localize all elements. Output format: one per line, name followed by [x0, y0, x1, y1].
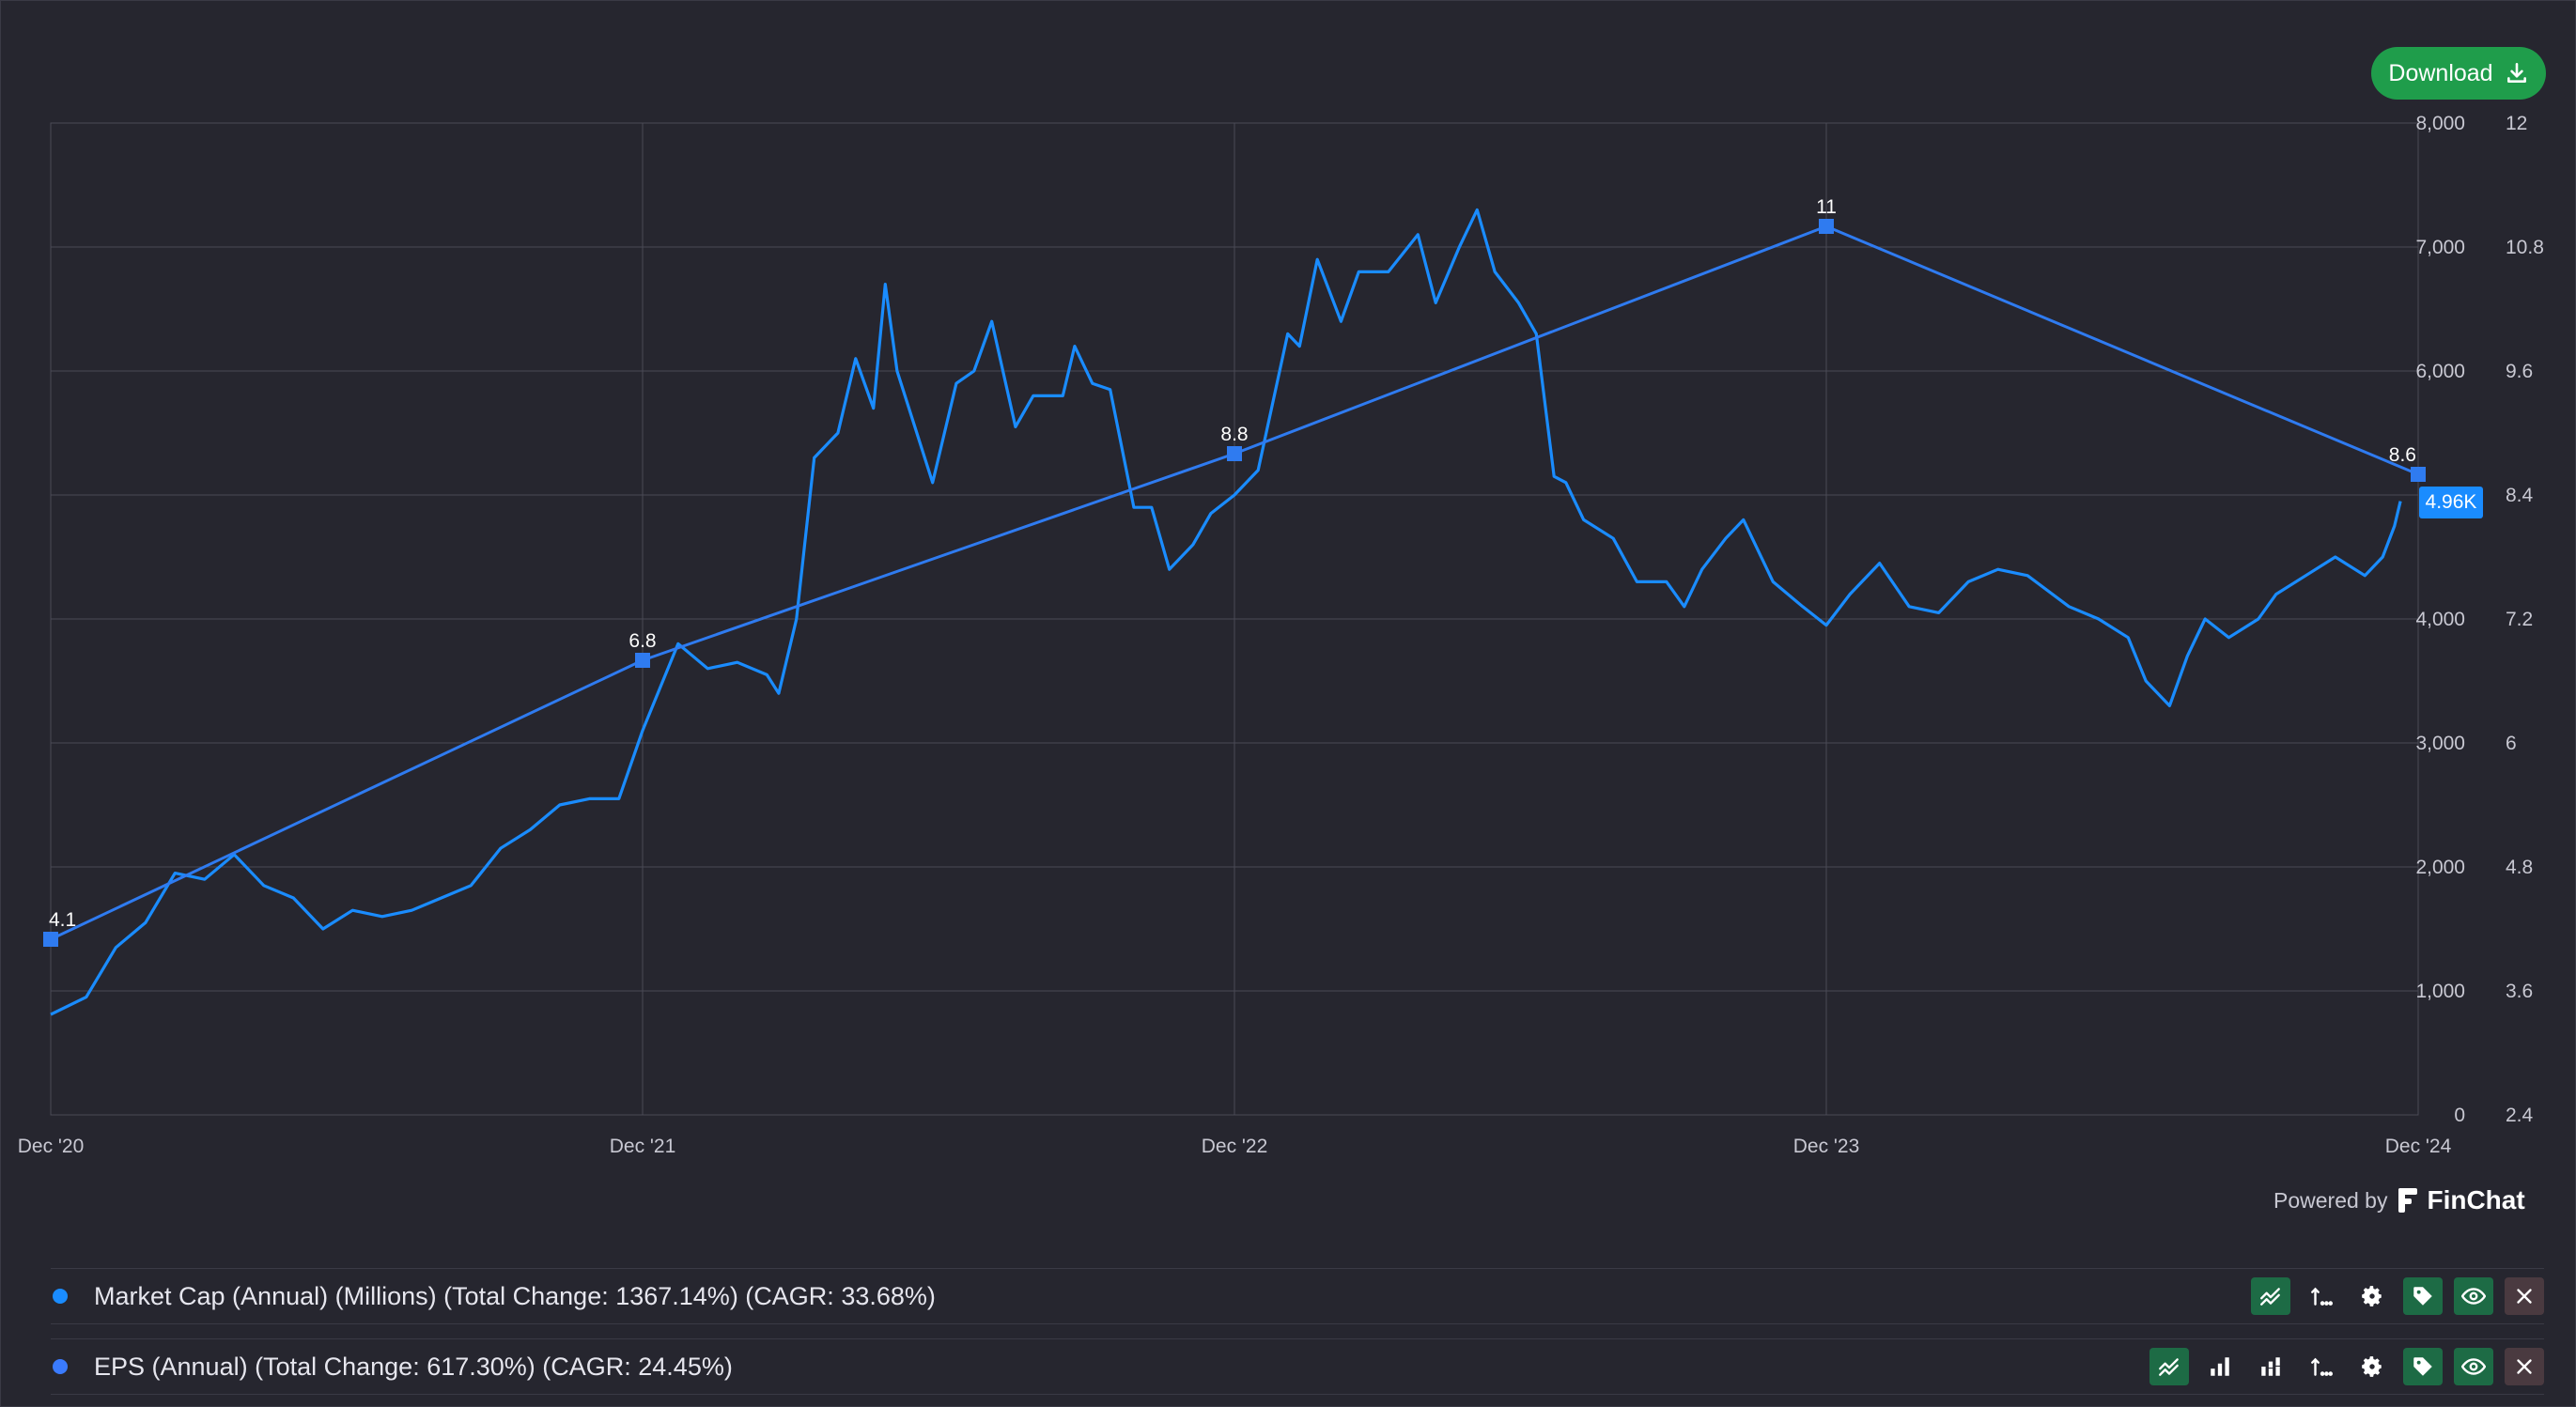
- legend-dot: [53, 1359, 68, 1374]
- eps-marker: [1819, 219, 1834, 234]
- settings-button[interactable]: [2352, 1348, 2392, 1385]
- y-right-tick-label: 12: [2506, 113, 2527, 134]
- y-left-tick-label: 3,000: [2415, 733, 2465, 754]
- bar-chart-button[interactable]: [2200, 1348, 2240, 1385]
- x-tick-label: Dec '21: [610, 1136, 676, 1157]
- legend-dot: [53, 1289, 68, 1304]
- stacked-bar-icon: [2261, 1357, 2280, 1376]
- legend-tools: [2149, 1339, 2544, 1394]
- arrow-up-more-icon: [2311, 1357, 2334, 1376]
- remove-series-button[interactable]: [2505, 1277, 2544, 1315]
- tag-icon: [2413, 1357, 2432, 1376]
- eye-icon: [2461, 1358, 2486, 1375]
- eps-data-label: 8.6: [2389, 444, 2416, 466]
- gear-icon: [2362, 1356, 2382, 1377]
- eye-icon: [2461, 1288, 2486, 1305]
- eps-marker: [43, 932, 58, 947]
- settings-button[interactable]: [2352, 1277, 2392, 1315]
- finchat-logo-icon: [2398, 1188, 2418, 1213]
- eps-marker: [635, 653, 650, 668]
- gear-icon: [2362, 1286, 2382, 1306]
- close-icon: [2517, 1359, 2532, 1374]
- axis-toggle-button[interactable]: [2302, 1277, 2341, 1315]
- y-right-tick-label: 7.2: [2506, 609, 2533, 630]
- download-label: Download: [2388, 59, 2493, 86]
- legend-tools: [2251, 1269, 2544, 1323]
- line-chart-button[interactable]: [2251, 1277, 2290, 1315]
- download-icon: [2506, 62, 2526, 83]
- legend-label: EPS (Annual) (Total Change: 617.30%) (CA…: [94, 1352, 733, 1381]
- powered-by-text: Powered by: [2273, 1187, 2388, 1213]
- x-tick-label: Dec '24: [2385, 1136, 2452, 1157]
- current-value-badge: 4.96K: [2419, 487, 2483, 518]
- y-left-tick-label: 7,000: [2415, 237, 2465, 258]
- arrow-up-more-icon: [2311, 1287, 2334, 1306]
- tag-icon: [2413, 1287, 2432, 1306]
- remove-series-button[interactable]: [2505, 1348, 2544, 1385]
- y-right-tick-label: 6: [2506, 733, 2517, 754]
- line-chart-button[interactable]: [2149, 1348, 2189, 1385]
- legend-label: Market Cap (Annual) (Millions) (Total Ch…: [94, 1281, 936, 1310]
- y-right-tick-label: 8.4: [2506, 485, 2534, 506]
- chart: 0 1,000 2,000 3,000 4,000 6,000 7,000 8,000 2.4…: [18, 113, 2544, 1157]
- eps-data-label: 11: [1816, 196, 1837, 218]
- y-left-tick-label: 6,000: [2415, 361, 2465, 382]
- axis-toggle-button[interactable]: [2302, 1348, 2341, 1385]
- legend-row-eps: EPS (Annual) (Total Change: 617.30%) (CA…: [51, 1338, 2544, 1395]
- y-left-tick-label: 2,000: [2415, 857, 2465, 878]
- close-icon: [2517, 1289, 2532, 1304]
- y-right-tick-label: 9.6: [2506, 361, 2533, 382]
- y-right-tick-label: 3.6: [2506, 981, 2533, 1002]
- y-left-tick-label: 8,000: [2415, 113, 2465, 134]
- line-chart-icon: [2260, 1288, 2280, 1306]
- line-chart-icon: [2159, 1358, 2179, 1376]
- legend-row-market-cap: Market Cap (Annual) (Millions) (Total Ch…: [51, 1268, 2544, 1324]
- x-tick-label: Dec '23: [1793, 1136, 1860, 1157]
- eps-marker: [1227, 446, 1242, 461]
- y-left-tick-label: 4,000: [2415, 609, 2465, 630]
- y-right-tick-label: 2.4: [2506, 1105, 2534, 1126]
- stacked-bar-button[interactable]: [2251, 1348, 2290, 1385]
- x-tick-label: Dec '20: [18, 1136, 85, 1157]
- eps-data-label: 4.1: [49, 909, 76, 931]
- finchat-logo[interactable]: FinChat: [2397, 1185, 2525, 1215]
- visibility-button[interactable]: [2454, 1277, 2493, 1315]
- eps-data-label: 6.8: [628, 630, 656, 652]
- visibility-button[interactable]: [2454, 1348, 2493, 1385]
- label-button[interactable]: [2403, 1277, 2443, 1315]
- brand-name: FinChat: [2427, 1185, 2525, 1214]
- y-left-tick-label: 0: [2454, 1105, 2465, 1126]
- eps-marker: [2411, 467, 2426, 482]
- x-tick-label: Dec '22: [1202, 1136, 1268, 1157]
- powered-by: Powered by FinChat: [2273, 1183, 2525, 1217]
- y-left-tick-label: 1,000: [2415, 981, 2465, 1002]
- y-right-tick-label: 4.8: [2506, 857, 2533, 878]
- market-cap-line: [50, 208, 2402, 1016]
- eps-data-label: 8.8: [1220, 424, 1248, 445]
- download-button[interactable]: Download: [2371, 47, 2546, 100]
- label-button[interactable]: [2403, 1348, 2443, 1385]
- bar-chart-icon: [2211, 1357, 2229, 1376]
- y-right-tick-label: 10.8: [2506, 237, 2544, 258]
